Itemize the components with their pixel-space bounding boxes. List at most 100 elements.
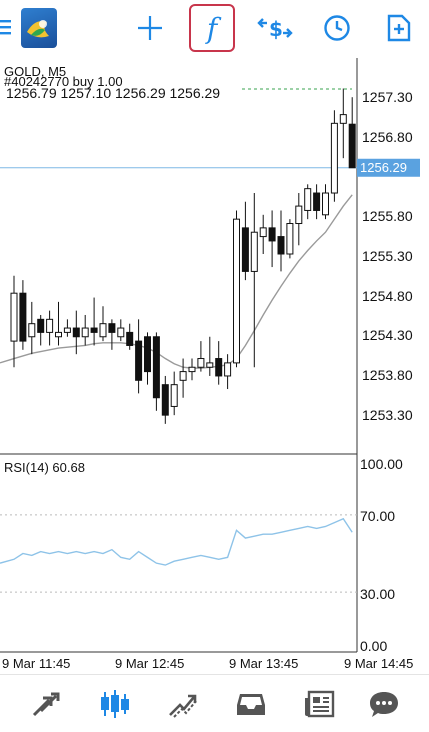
- candle: [179, 358, 187, 398]
- candle: [241, 201, 249, 281]
- rsi-level-label: 70.00: [360, 508, 396, 524]
- price-label: 1256.80: [362, 129, 413, 145]
- add-document-icon[interactable]: [376, 4, 422, 52]
- function-icon: f: [206, 11, 218, 45]
- trade-icon[interactable]: $: [252, 4, 298, 52]
- candle: [277, 210, 285, 272]
- candle: [313, 184, 321, 220]
- candle: [108, 319, 116, 350]
- price-label: 1253.30: [362, 407, 413, 423]
- candle-body-bull: [99, 323, 107, 338]
- candle-body-bear: [152, 336, 160, 399]
- candle-body-bull: [63, 327, 71, 333]
- candle-body-bull: [295, 205, 303, 225]
- indicators-button[interactable]: f: [189, 4, 235, 52]
- candle-body-bear: [348, 123, 356, 169]
- candle: [144, 332, 151, 385]
- candle: [259, 214, 267, 254]
- candle: [90, 297, 98, 346]
- candle-body-bull: [286, 223, 294, 255]
- candle-body-bear: [126, 331, 134, 346]
- clock-icon[interactable]: [314, 4, 360, 52]
- candle: [117, 319, 125, 342]
- candle-body-bull: [55, 331, 62, 338]
- candle: [99, 306, 107, 342]
- candle-body-bear: [313, 192, 321, 211]
- candle-body-bull: [233, 218, 240, 364]
- time-label: 9 Mar 11:45: [2, 656, 71, 671]
- price-label: 1255.30: [362, 248, 413, 264]
- candle-body-bull: [81, 327, 89, 338]
- candle: [135, 319, 143, 394]
- chart-area[interactable]: GOLD, M5 #40242770 buy 1.00 1256.79 1257…: [0, 58, 429, 674]
- rsi-level-label: 0.00: [360, 638, 388, 654]
- rsi-indicator-label[interactable]: RSI(14) 60.68: [4, 460, 85, 475]
- candle-body-bull: [224, 362, 232, 377]
- candle: [28, 301, 36, 355]
- candle: [295, 193, 303, 246]
- candle: [322, 184, 329, 220]
- candle-body-bear: [277, 236, 285, 255]
- menu-icon[interactable]: [0, 18, 12, 36]
- candle-body-bull: [10, 292, 18, 342]
- candle: [348, 97, 356, 169]
- bottom-navigation: [0, 674, 429, 732]
- time-label: 9 Mar 13:45: [229, 656, 299, 671]
- candle-body-bull: [197, 358, 205, 368]
- price-label: 1257.30: [362, 89, 413, 105]
- candle: [286, 219, 294, 259]
- candle: [250, 193, 258, 368]
- chat-bubble-icon[interactable]: [364, 687, 404, 721]
- candle: [126, 323, 134, 350]
- time-label: 9 Mar 12:45: [115, 656, 185, 671]
- candle: [81, 314, 89, 346]
- candle-body-bear: [215, 358, 223, 377]
- rsi-level-label: 30.00: [360, 586, 396, 602]
- candlestick-chart-icon[interactable]: [95, 687, 135, 721]
- candle-body-bull: [46, 318, 54, 333]
- inbox-tray-icon[interactable]: [231, 687, 271, 721]
- order-label[interactable]: #40242770 buy 1.00: [4, 74, 123, 89]
- moving-average-line: [0, 194, 353, 369]
- quotes-arrows-icon[interactable]: [26, 687, 66, 721]
- trade-trend-icon[interactable]: [163, 687, 203, 721]
- candle-body-bull: [250, 231, 258, 272]
- metatrader-logo-icon[interactable]: [21, 8, 57, 48]
- ohlc-values: 1256.79 1257.10 1256.29 1256.29: [6, 85, 221, 101]
- candle-body-bear: [241, 227, 249, 272]
- candle: [233, 210, 240, 368]
- candle: [46, 310, 54, 346]
- candle: [72, 310, 80, 355]
- candle-body-bear: [135, 340, 143, 381]
- price-chart[interactable]: [0, 58, 429, 674]
- candle-body-bull: [170, 384, 178, 407]
- candle-body-bear: [72, 327, 80, 338]
- candle-body-bull: [304, 188, 312, 211]
- candle: [152, 332, 160, 411]
- candle-body-bear: [19, 292, 27, 342]
- candle: [37, 314, 45, 346]
- rsi-level-label: 100.00: [360, 456, 403, 472]
- candle-body-bull: [259, 227, 267, 238]
- candle-body-bear: [90, 327, 98, 333]
- crosshair-icon[interactable]: [127, 4, 173, 52]
- candle: [19, 280, 27, 350]
- price-label: 1255.80: [362, 208, 413, 224]
- candle: [224, 354, 232, 390]
- candle: [206, 336, 214, 376]
- price-label: 1254.80: [362, 288, 413, 304]
- candle-body-bear: [37, 318, 45, 333]
- candle-body-bull: [117, 327, 125, 338]
- candle: [161, 375, 169, 424]
- candle: [55, 301, 62, 346]
- symbol-label: GOLD, M5: [4, 64, 67, 79]
- candle-body-bull: [339, 114, 347, 124]
- candle: [268, 210, 276, 268]
- candle: [63, 319, 71, 337]
- news-icon[interactable]: [300, 687, 340, 721]
- candle-body-bull: [206, 362, 214, 368]
- candle: [188, 358, 196, 381]
- candle-body-bull: [179, 371, 187, 381]
- candle: [304, 184, 312, 220]
- price-label: 1254.30: [362, 327, 413, 343]
